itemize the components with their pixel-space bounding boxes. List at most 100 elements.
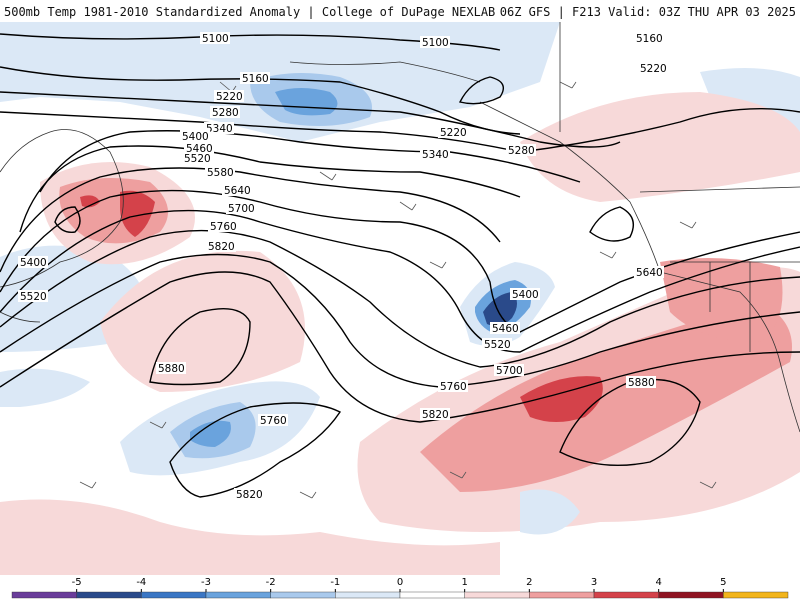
- wind-barb-icon: [699, 481, 717, 489]
- colorbar-segment: [399, 591, 465, 599]
- wind-barb-icon: [449, 471, 467, 479]
- contour-label: 5280: [506, 144, 536, 157]
- height-contours: [0, 33, 800, 498]
- contour-label: 5220: [438, 126, 468, 139]
- contour-label: 5760: [258, 414, 288, 427]
- contour-label: 5820: [234, 488, 264, 501]
- contour-label: 5640: [222, 184, 252, 197]
- svg-text:5640: 5640: [636, 267, 663, 279]
- svg-text:5160: 5160: [636, 33, 663, 45]
- svg-text:5700: 5700: [228, 203, 255, 215]
- colorbar-tick-label: -4: [136, 577, 146, 588]
- colorbar-segment: [658, 591, 724, 599]
- svg-text:5880: 5880: [158, 363, 185, 375]
- colorbar-tick-label: 5: [720, 577, 726, 588]
- svg-text:5400: 5400: [20, 257, 47, 269]
- wind-barb-icon: [429, 261, 447, 269]
- contour-label: 5100: [200, 32, 230, 45]
- contour-label: 5280: [210, 106, 240, 119]
- svg-text:5880: 5880: [628, 377, 655, 389]
- contour-label: 5640: [634, 266, 664, 279]
- svg-text:5340: 5340: [422, 149, 449, 161]
- contour-label: 5760: [438, 380, 468, 393]
- svg-text:5460: 5460: [492, 323, 519, 335]
- colorbar-svg: -5 -4 -3 -2 -1 0 1 2 3 4 5: [11, 577, 789, 599]
- svg-text:5160: 5160: [242, 73, 269, 85]
- map-header: 500mb Temp 1981-2010 Standardized Anomal…: [0, 0, 800, 22]
- wind-barb-icon: [319, 171, 337, 181]
- contour-label: 5880: [626, 376, 656, 389]
- contour-label: 5760: [208, 220, 238, 233]
- svg-text:5220: 5220: [440, 127, 467, 139]
- wind-barb-icon: [299, 491, 317, 499]
- svg-text:5280: 5280: [508, 145, 535, 157]
- colorbar-ticks: -5 -4 -3 -2 -1 0 1 2 3 4 5: [72, 577, 727, 592]
- colorbar: -5 -4 -3 -2 -1 0 1 2 3 4 5: [0, 575, 800, 600]
- contour-label: 5700: [226, 202, 256, 215]
- svg-text:5520: 5520: [184, 153, 211, 165]
- svg-text:5220: 5220: [216, 91, 243, 103]
- model-valid-time: 06Z GFS | F213 Valid: 03Z THU APR 03 202…: [499, 5, 796, 19]
- svg-text:5640: 5640: [224, 185, 251, 197]
- colorbar-segment: [464, 591, 530, 599]
- contour-label: 5340: [420, 148, 450, 161]
- colorbar-tick-label: -1: [330, 577, 340, 588]
- svg-text:5760: 5760: [210, 221, 237, 233]
- svg-text:5700: 5700: [496, 365, 523, 377]
- svg-text:5820: 5820: [236, 489, 263, 501]
- svg-text:5400: 5400: [512, 289, 539, 301]
- contour-label: 5460: [490, 322, 520, 335]
- wind-barb-icon: [559, 81, 577, 89]
- svg-text:5760: 5760: [260, 415, 287, 427]
- contour-label: 5160: [634, 32, 664, 45]
- colorbar-tick-label: -5: [72, 577, 82, 588]
- wind-barb-icon: [399, 201, 417, 211]
- contour-label: 5520: [182, 152, 212, 165]
- colorbar-segment: [141, 591, 207, 599]
- colorbar-tick-label: 2: [526, 577, 532, 588]
- colorbar-tick-label: 0: [397, 577, 403, 588]
- contour-label: 5220: [214, 90, 244, 103]
- contour-label: 5820: [206, 240, 236, 253]
- contour-label: 5400: [510, 288, 540, 301]
- svg-text:5760: 5760: [440, 381, 467, 393]
- coastlines: [0, 22, 800, 433]
- colorbar-segment: [593, 591, 659, 599]
- svg-text:5820: 5820: [422, 409, 449, 421]
- colorbar-segment: [11, 591, 77, 599]
- colorbar-segment: [76, 591, 142, 599]
- svg-text:5400: 5400: [182, 131, 209, 143]
- contour-label: 5400: [18, 256, 48, 269]
- colorbar-segment: [270, 591, 336, 599]
- contour-label: 5340: [204, 122, 234, 135]
- svg-text:5220: 5220: [640, 63, 667, 75]
- svg-text:5580: 5580: [207, 167, 234, 179]
- contour-label: 5520: [482, 338, 512, 351]
- wind-barb-icon: [149, 421, 167, 429]
- svg-text:5520: 5520: [484, 339, 511, 351]
- colorbar-tick-label: 1: [461, 577, 467, 588]
- contour-labels: 5100 5100 5160 5160 5220 5220 5280 5340 …: [18, 32, 668, 501]
- colorbar-tick-label: 3: [591, 577, 597, 588]
- svg-text:5280: 5280: [212, 107, 239, 119]
- contour-label: 5220: [638, 62, 668, 75]
- map-panel: 5100 5100 5160 5160 5220 5220 5280 5340 …: [0, 22, 800, 575]
- colorbar-tick-label: -2: [266, 577, 276, 588]
- contour-label: 5520: [18, 290, 48, 303]
- colorbar-tick-label: -3: [201, 577, 211, 588]
- wind-barb-icon: [599, 251, 617, 259]
- colorbar-segment: [205, 591, 271, 599]
- contour-label: 5820: [420, 408, 450, 421]
- contour-label: 5700: [494, 364, 524, 377]
- anomaly-map: 5100 5100 5160 5160 5220 5220 5280 5340 …: [0, 22, 800, 575]
- contour-label: 5400: [180, 130, 210, 143]
- svg-text:5520: 5520: [20, 291, 47, 303]
- contour-label: 5880: [156, 362, 186, 375]
- contour-label: 5580: [205, 166, 235, 179]
- colorbar-tick-label: 4: [655, 577, 661, 588]
- contour-label: 5160: [240, 72, 270, 85]
- colorbar-segment: [335, 591, 401, 599]
- svg-text:5100: 5100: [202, 33, 229, 45]
- wind-barb-icon: [679, 221, 697, 229]
- colorbar-segment: [723, 591, 789, 599]
